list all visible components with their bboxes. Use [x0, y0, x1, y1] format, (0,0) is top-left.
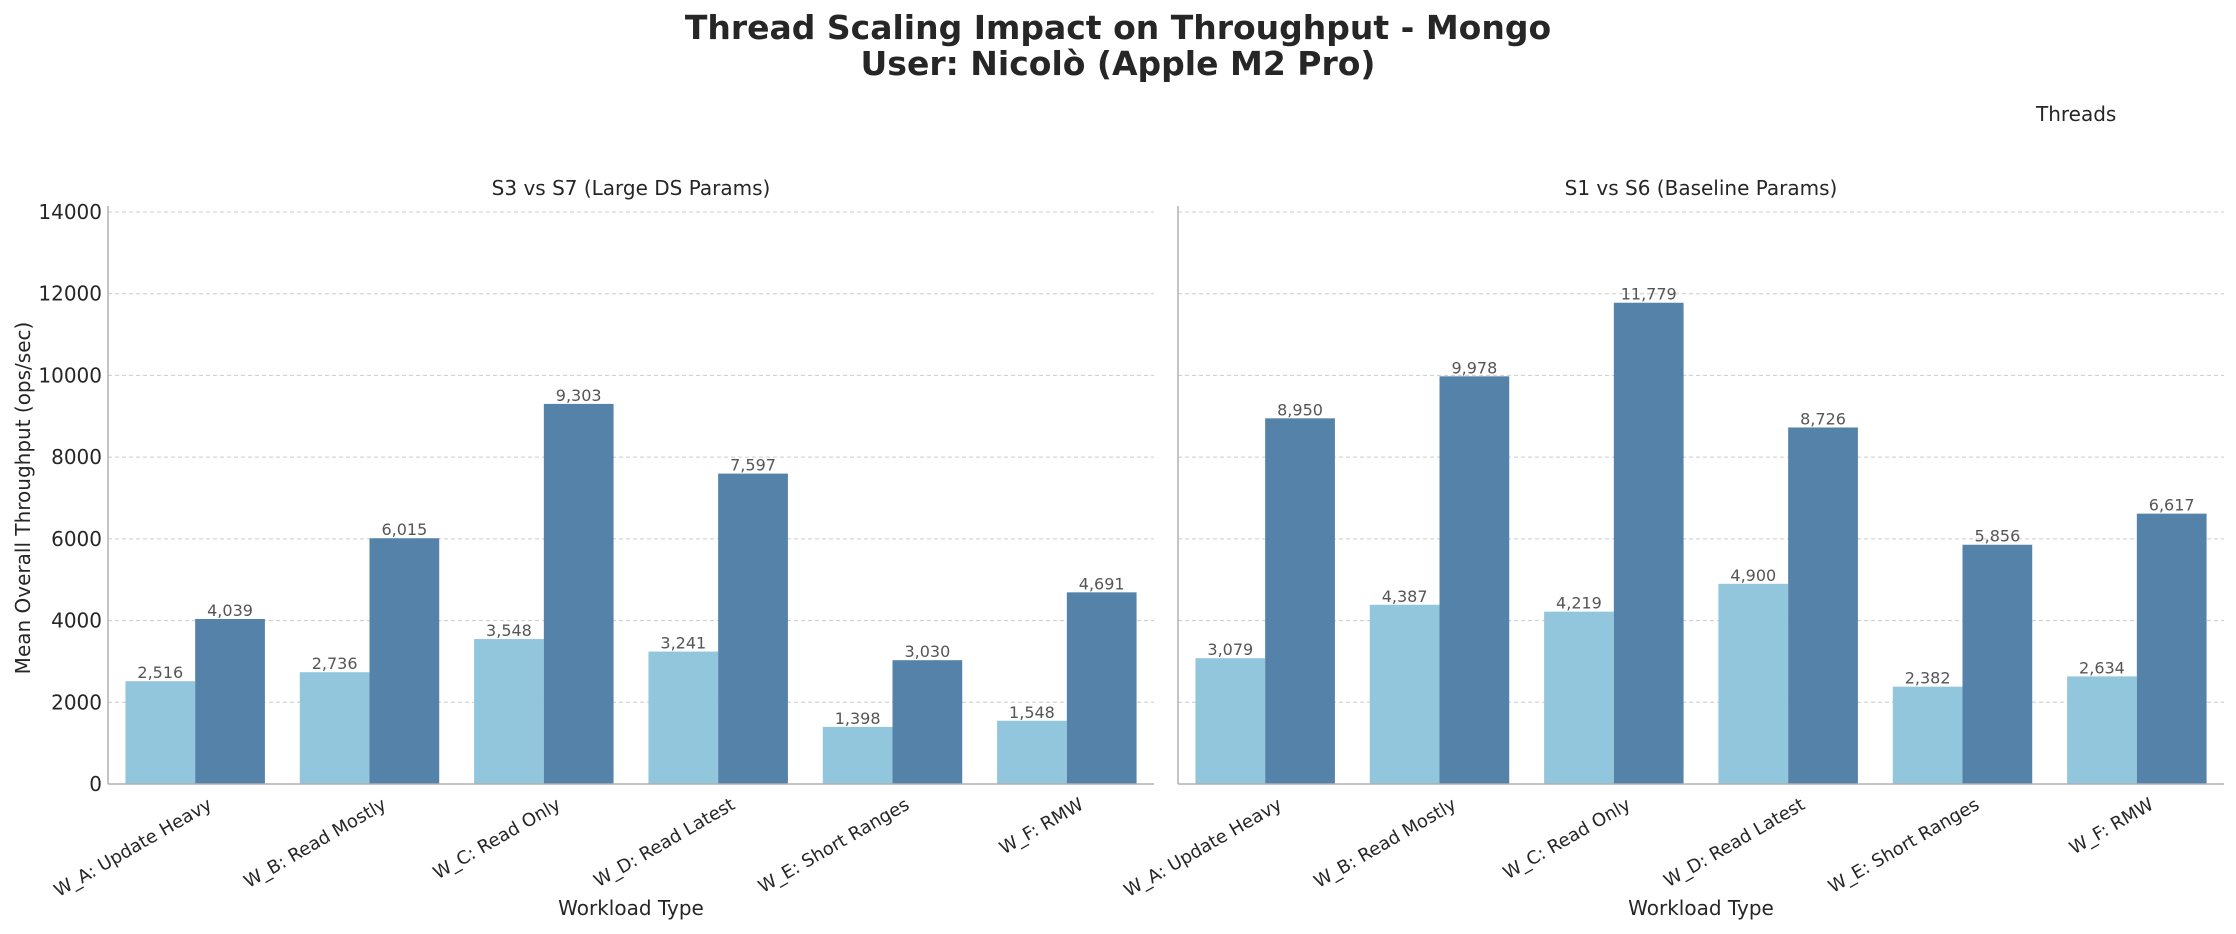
bar	[1439, 376, 1510, 784]
y-tick-label: 2000	[51, 690, 102, 714]
y-tick-label: 0	[89, 772, 102, 796]
bar-value-label: 2,634	[2079, 658, 2125, 677]
bar-value-label: 6,015	[381, 520, 427, 539]
bar	[195, 618, 265, 784]
bar-value-label: 2,516	[137, 663, 183, 682]
bar-value-label: 3,079	[1207, 640, 1253, 659]
bar	[2067, 676, 2137, 784]
y-tick-label: 14000	[38, 200, 102, 224]
bar	[892, 660, 963, 784]
bar	[718, 473, 788, 784]
bar-value-label: 5,856	[1974, 527, 2020, 546]
bar	[299, 672, 370, 784]
bar-value-label: 4,039	[207, 601, 253, 620]
x-tick-label: W_D: Read Latest	[1660, 794, 1808, 892]
bar	[1195, 658, 1266, 784]
bar-value-label: 3,030	[904, 642, 950, 661]
bar-value-label: 1,548	[1009, 703, 1055, 722]
x-tick-label: W_C: Read Only	[1500, 794, 1635, 884]
bar-value-label: 4,900	[1730, 566, 1776, 585]
bar-value-label: 2,736	[312, 654, 358, 673]
bar	[543, 403, 614, 784]
chart-title: Thread Scaling Impact on Throughput - Mo…	[684, 8, 1552, 47]
x-tick-label: W_B: Read Mostly	[1310, 794, 1460, 893]
bar-value-label: 2,382	[1905, 669, 1951, 688]
bar-value-label: 1,398	[835, 709, 881, 728]
y-tick-label: 10000	[38, 363, 102, 387]
bar	[1613, 302, 1684, 784]
bar-value-label: 4,691	[1079, 574, 1125, 593]
bar	[648, 651, 719, 784]
bar-value-label: 4,387	[1382, 587, 1428, 606]
legend-title: Threads	[2036, 102, 2117, 126]
x-tick-label: W_E: Short Ranges	[755, 794, 913, 897]
bar	[1544, 611, 1614, 784]
bar-value-label: 3,548	[486, 621, 532, 640]
bar-value-label: 4,219	[1556, 594, 1602, 613]
bar-value-label: 9,978	[1451, 358, 1497, 377]
bar-value-label: 8,726	[1800, 409, 1846, 428]
bar	[1788, 427, 1858, 784]
x-axis-label: Workload Type	[558, 896, 704, 920]
x-tick-label: W_B: Read Mostly	[240, 794, 390, 893]
panel-title: S3 vs S7 (Large DS Params)	[492, 176, 771, 200]
x-tick-label: W_A: Update Heavy	[1121, 794, 1286, 902]
bar	[1265, 418, 1335, 784]
bar	[1066, 592, 1137, 784]
y-tick-label: 4000	[51, 609, 102, 633]
bar	[1892, 686, 1963, 784]
x-tick-label: W_C: Read Only	[430, 794, 565, 884]
bar	[822, 726, 893, 784]
x-tick-label: W_F: RMW	[996, 794, 1088, 859]
bar-value-label: 8,950	[1277, 400, 1323, 419]
y-axis-label: Mean Overall Throughput (ops/sec)	[11, 322, 35, 675]
bar	[997, 720, 1067, 784]
y-tick-label: 8000	[51, 445, 102, 469]
bar	[369, 538, 440, 784]
bar	[125, 681, 196, 784]
x-tick-label: W_E: Short Ranges	[1825, 794, 1983, 897]
y-tick-label: 6000	[51, 527, 102, 551]
bar	[2136, 513, 2207, 784]
y-tick-label: 12000	[38, 282, 102, 306]
bar-value-label: 3,241	[660, 634, 706, 653]
bar-value-label: 11,779	[1621, 285, 1677, 304]
bar	[474, 639, 544, 784]
bar	[1369, 604, 1440, 784]
bar	[1962, 544, 2033, 784]
panel-title: S1 vs S6 (Baseline Params)	[1565, 176, 1838, 200]
x-tick-label: W_A: Update Heavy	[51, 794, 216, 902]
bar	[1718, 583, 1789, 784]
bar-value-label: 6,617	[2149, 496, 2195, 515]
bar-value-label: 9,303	[556, 386, 602, 405]
x-tick-label: W_D: Read Latest	[590, 794, 738, 892]
x-axis-label: Workload Type	[1628, 896, 1774, 920]
chart-subtitle-user: User: Nicolò (Apple M2 Pro)	[860, 44, 1376, 83]
bar-value-label: 7,597	[730, 456, 776, 475]
x-tick-label: W_F: RMW	[2066, 794, 2158, 859]
